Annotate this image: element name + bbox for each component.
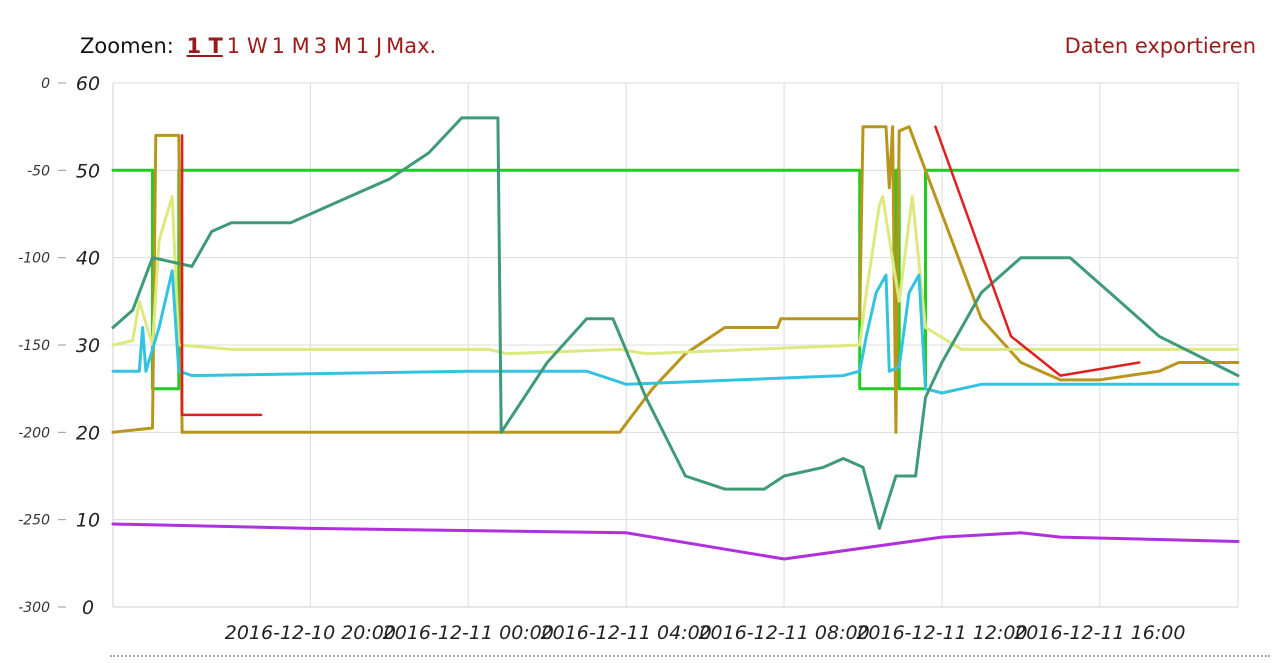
series-line-6 xyxy=(180,134,263,417)
series-group xyxy=(111,116,1240,561)
zoom-option[interactable]: 3 M xyxy=(313,34,352,58)
x-tick-label: 2016-12-11 16:00 xyxy=(1014,622,1185,644)
series-line-4 xyxy=(111,116,1240,530)
zoom-option[interactable]: 1 T xyxy=(186,34,223,58)
series-line-1 xyxy=(111,125,1240,434)
y-left-tick-label: -300 xyxy=(18,600,50,616)
series-line-5 xyxy=(111,522,1240,561)
x-tick-label: 2016-12-11 12:00 xyxy=(856,622,1027,644)
y-right-tick-label: 60 xyxy=(76,73,100,95)
footer-divider xyxy=(110,655,1270,657)
x-tick-label: 2016-12-11 04:00 xyxy=(541,622,712,644)
zoom-label: Zoomen: xyxy=(80,34,174,58)
y-right-tick-label: 0 xyxy=(82,597,94,619)
x-tick-label: 2016-12-11 08:00 xyxy=(698,622,869,644)
series-line-3 xyxy=(111,269,1240,395)
y-left-tick-label: -200 xyxy=(18,425,50,441)
x-tick-label: 2016-12-11 00:00 xyxy=(383,622,554,644)
zoom-option[interactable]: 1 M xyxy=(271,34,310,58)
y-right-tick-label: 30 xyxy=(76,335,100,357)
y-right-tick-label: 50 xyxy=(76,160,100,182)
export-data-link[interactable]: Daten exportieren xyxy=(1064,34,1256,58)
series-line-2 xyxy=(111,195,1240,356)
y-right-tick-label: 10 xyxy=(76,510,100,532)
zoom-option[interactable]: 1 J xyxy=(355,34,383,58)
y-right-tick-label: 40 xyxy=(76,248,100,270)
zoom-option[interactable]: Max. xyxy=(386,34,437,58)
axes: 60 50 40 30 20 10 0 0 -50 -100 -150 -200 -250 -300 201… xyxy=(18,73,1239,644)
y-left-tick-label: -250 xyxy=(18,513,50,529)
x-tick-label: 2016-12-10 20:00 xyxy=(225,622,396,644)
series-line-0 xyxy=(111,168,1240,391)
y-right-tick-label: 20 xyxy=(76,422,100,444)
series-line-7 xyxy=(934,125,1141,377)
zoom-option[interactable]: 1 W xyxy=(226,34,268,58)
y-left-tick-label: 0 xyxy=(41,76,50,92)
y-left-tick-label: -150 xyxy=(18,338,50,354)
y-left-tick-label: -50 xyxy=(27,163,50,179)
y-left-tick-label: -100 xyxy=(18,251,50,267)
